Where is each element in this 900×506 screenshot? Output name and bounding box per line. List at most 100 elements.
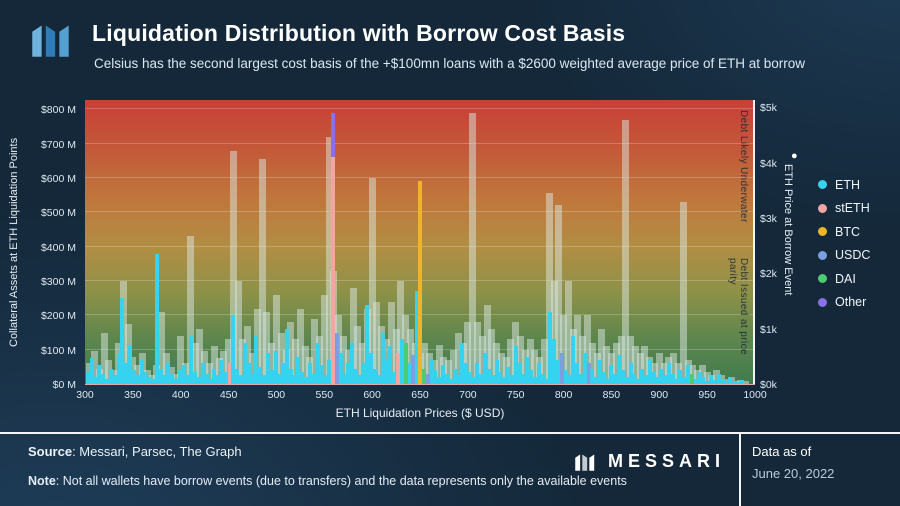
- bar-eth[interactable]: [433, 370, 438, 384]
- bar-eth[interactable]: [571, 335, 576, 384]
- bar-eth[interactable]: [369, 353, 374, 384]
- collateral-bar[interactable]: [560, 315, 568, 384]
- collateral-bar[interactable]: [406, 329, 414, 384]
- bar-eth[interactable]: [162, 375, 167, 384]
- bar-eth[interactable]: [735, 382, 740, 384]
- collateral-bar[interactable]: [397, 281, 405, 384]
- bar-eth[interactable]: [285, 329, 289, 384]
- bar-eth[interactable]: [124, 363, 129, 384]
- bar-eth[interactable]: [250, 373, 255, 384]
- collateral-bar[interactable]: [450, 349, 457, 384]
- bar-eth[interactable]: [643, 375, 648, 384]
- bar-eth[interactable]: [212, 368, 217, 384]
- bar-eth[interactable]: [116, 353, 121, 384]
- collateral-bar[interactable]: [277, 332, 285, 384]
- bar-eth[interactable]: [620, 370, 625, 384]
- bar-eth[interactable]: [460, 342, 465, 384]
- bar-eth[interactable]: [441, 365, 445, 384]
- bar-eth[interactable]: [380, 332, 385, 384]
- collateral-bar[interactable]: [292, 339, 300, 384]
- bar-steth[interactable]: [396, 353, 400, 384]
- bar-eth[interactable]: [342, 373, 347, 384]
- collateral-bar[interactable]: [445, 360, 453, 384]
- collateral-bar[interactable]: [205, 363, 213, 384]
- collateral-bar[interactable]: [660, 363, 668, 384]
- bar-eth[interactable]: [525, 356, 530, 384]
- collateral-bar[interactable]: [258, 159, 266, 384]
- collateral-bar[interactable]: [454, 332, 462, 384]
- bar-eth[interactable]: [601, 372, 606, 384]
- collateral-bar[interactable]: [373, 301, 381, 384]
- collateral-bar[interactable]: [593, 353, 601, 384]
- bar-eth[interactable]: [670, 373, 675, 384]
- collateral-bar[interactable]: [435, 344, 443, 384]
- bar-eth[interactable]: [597, 360, 602, 384]
- collateral-bar[interactable]: [598, 329, 606, 384]
- bar-eth[interactable]: [288, 368, 293, 384]
- collateral-bar[interactable]: [354, 325, 362, 384]
- bar-btc[interactable]: [418, 181, 422, 384]
- bar-eth[interactable]: [693, 378, 698, 384]
- collateral-bar[interactable]: [249, 353, 256, 384]
- bar-eth[interactable]: [307, 363, 312, 384]
- bar-eth[interactable]: [353, 368, 358, 384]
- bar-eth[interactable]: [216, 375, 220, 384]
- legend-item-steth[interactable]: stETH: [818, 197, 870, 221]
- collateral-bar[interactable]: [191, 342, 199, 384]
- bar-eth[interactable]: [235, 368, 240, 384]
- bar-eth[interactable]: [716, 373, 721, 384]
- collateral-bar[interactable]: [497, 353, 505, 384]
- bar-eth[interactable]: [292, 375, 297, 384]
- collateral-bar[interactable]: [210, 346, 218, 384]
- collateral-bar[interactable]: [698, 365, 706, 384]
- bar-eth[interactable]: [388, 346, 393, 384]
- bar-eth[interactable]: [678, 370, 683, 384]
- bar-eth[interactable]: [173, 378, 178, 384]
- bar-eth[interactable]: [632, 373, 637, 384]
- bar-eth[interactable]: [674, 378, 679, 384]
- bar-eth[interactable]: [296, 356, 301, 384]
- collateral-bar[interactable]: [421, 342, 429, 384]
- collateral-bar[interactable]: [555, 205, 563, 384]
- collateral-bar[interactable]: [622, 119, 630, 384]
- bar-eth[interactable]: [346, 363, 351, 384]
- bar-eth[interactable]: [357, 375, 362, 384]
- bar-usdc[interactable]: [559, 353, 564, 384]
- bar-eth[interactable]: [575, 363, 579, 384]
- bar-eth[interactable]: [231, 315, 236, 384]
- bar-eth[interactable]: [739, 379, 744, 384]
- collateral-bar[interactable]: [215, 358, 223, 384]
- collateral-bar[interactable]: [631, 346, 639, 384]
- bar-eth[interactable]: [463, 363, 468, 384]
- bar-eth[interactable]: [246, 363, 251, 384]
- bar-eth[interactable]: [85, 372, 90, 384]
- bar-steth[interactable]: [227, 363, 232, 384]
- bar-eth[interactable]: [529, 370, 533, 384]
- bar-eth[interactable]: [239, 375, 243, 384]
- collateral-bar[interactable]: [612, 342, 620, 384]
- bar-eth[interactable]: [490, 375, 495, 384]
- bar-eth[interactable]: [151, 378, 155, 384]
- bar-eth[interactable]: [613, 373, 618, 384]
- collateral-bar[interactable]: [670, 353, 678, 384]
- bar-eth[interactable]: [208, 378, 213, 384]
- collateral-bar[interactable]: [574, 315, 582, 384]
- bar-eth[interactable]: [97, 365, 102, 384]
- bar-eth[interactable]: [315, 342, 320, 384]
- bar-eth[interactable]: [407, 363, 412, 384]
- bar-eth[interactable]: [617, 354, 622, 384]
- collateral-bar[interactable]: [545, 193, 553, 384]
- bar-eth[interactable]: [513, 346, 518, 384]
- collateral-bar[interactable]: [641, 346, 649, 384]
- bar-eth[interactable]: [647, 360, 652, 384]
- bar-eth[interactable]: [590, 368, 595, 384]
- bar-eth[interactable]: [444, 373, 449, 384]
- bar-eth[interactable]: [517, 363, 522, 384]
- bar-eth[interactable]: [311, 373, 316, 384]
- collateral-bar[interactable]: [287, 322, 295, 384]
- collateral-bar[interactable]: [100, 332, 108, 384]
- bar-eth[interactable]: [506, 366, 511, 384]
- bar-eth[interactable]: [277, 373, 282, 384]
- bar-eth[interactable]: [373, 368, 377, 384]
- bar-eth[interactable]: [666, 363, 671, 384]
